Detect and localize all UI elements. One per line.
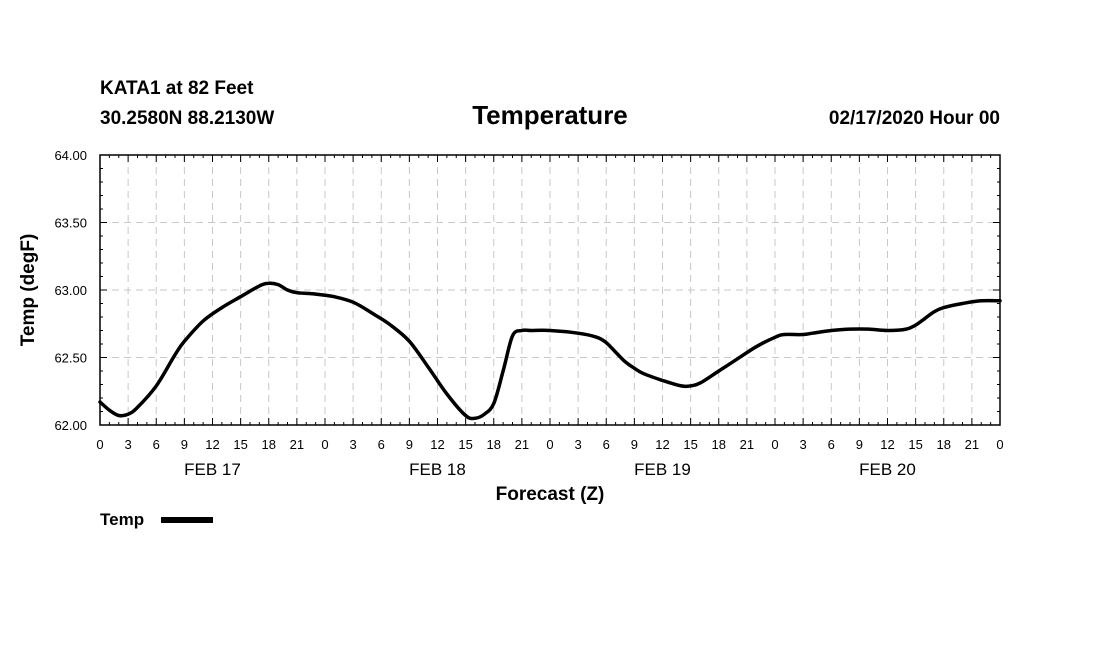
x-tick-label: 18 xyxy=(487,437,501,452)
day-label: FEB 17 xyxy=(184,460,241,479)
day-label: FEB 19 xyxy=(634,460,691,479)
x-tick-label: 6 xyxy=(603,437,610,452)
x-tick-label: 9 xyxy=(631,437,638,452)
day-label: FEB 20 xyxy=(859,460,916,479)
x-tick-label: 15 xyxy=(908,437,922,452)
x-tick-label: 6 xyxy=(828,437,835,452)
x-tick-label: 0 xyxy=(546,437,553,452)
x-tick-label: 9 xyxy=(856,437,863,452)
x-tick-label: 15 xyxy=(233,437,247,452)
x-tick-label: 3 xyxy=(575,437,582,452)
x-tick-label: 21 xyxy=(740,437,754,452)
x-tick-labels: 0 3 6 9 12 15 18 21 0 3 6 9 12 15 18 21 0 3 6 9 12 15 18 21 0 3 6 9… xyxy=(96,437,1003,452)
forecast-date: 02/17/2020 Hour 00 xyxy=(829,108,1000,129)
x-tick-label: 21 xyxy=(515,437,529,452)
chart-title: Temperature xyxy=(472,100,628,130)
x-tick-label: 15 xyxy=(458,437,472,452)
plot-frame xyxy=(99,154,1001,426)
y-tick-label: 62.50 xyxy=(54,351,87,366)
legend-swatch-temp xyxy=(161,517,213,523)
x-tick-label: 3 xyxy=(800,437,807,452)
legend-label-temp: Temp xyxy=(100,510,144,529)
x-tick-label: 12 xyxy=(430,437,444,452)
x-tick-label: 21 xyxy=(965,437,979,452)
y-tick-label: 64.00 xyxy=(54,148,87,163)
x-tick-label: 21 xyxy=(290,437,304,452)
temp-series-line xyxy=(98,281,1002,421)
x-tick-label: 6 xyxy=(153,437,160,452)
y-axis-title: Temp (degF) xyxy=(18,234,39,347)
x-tick-label: 0 xyxy=(96,437,103,452)
x-tick-label: 12 xyxy=(880,437,894,452)
x-tick-label: 12 xyxy=(655,437,669,452)
x-axis-title: Forecast (Z) xyxy=(496,484,605,505)
station-name: KATA1 at 82 Feet xyxy=(100,78,254,99)
x-tick-label: 9 xyxy=(406,437,413,452)
x-tick-label: 18 xyxy=(937,437,951,452)
x-tick-label: 9 xyxy=(181,437,188,452)
x-tick-label: 12 xyxy=(205,437,219,452)
y-tick-label: 62.00 xyxy=(54,418,87,433)
x-tick-label: 6 xyxy=(378,437,385,452)
x-tick-label: 18 xyxy=(262,437,276,452)
x-tick-label: 15 xyxy=(683,437,697,452)
x-tick-label: 18 xyxy=(712,437,726,452)
x-tick-label: 3 xyxy=(125,437,132,452)
x-tick-label: 0 xyxy=(771,437,778,452)
day-label: FEB 18 xyxy=(409,460,466,479)
x-tick-label: 0 xyxy=(321,437,328,452)
grid-lines xyxy=(100,155,1000,425)
legend: Temp xyxy=(100,510,213,529)
y-tick-labels: 62.00 62.50 63.00 63.50 64.00 xyxy=(54,148,87,433)
y-tick-label: 63.00 xyxy=(54,283,87,298)
x-tick-label: 3 xyxy=(350,437,357,452)
x-tick-label: 0 xyxy=(996,437,1003,452)
day-labels: FEB 17 FEB 18 FEB 19 FEB 20 xyxy=(184,460,916,479)
y-tick-label: 63.50 xyxy=(54,216,87,231)
station-coordinates: 30.2580N 88.2130W xyxy=(100,108,274,129)
